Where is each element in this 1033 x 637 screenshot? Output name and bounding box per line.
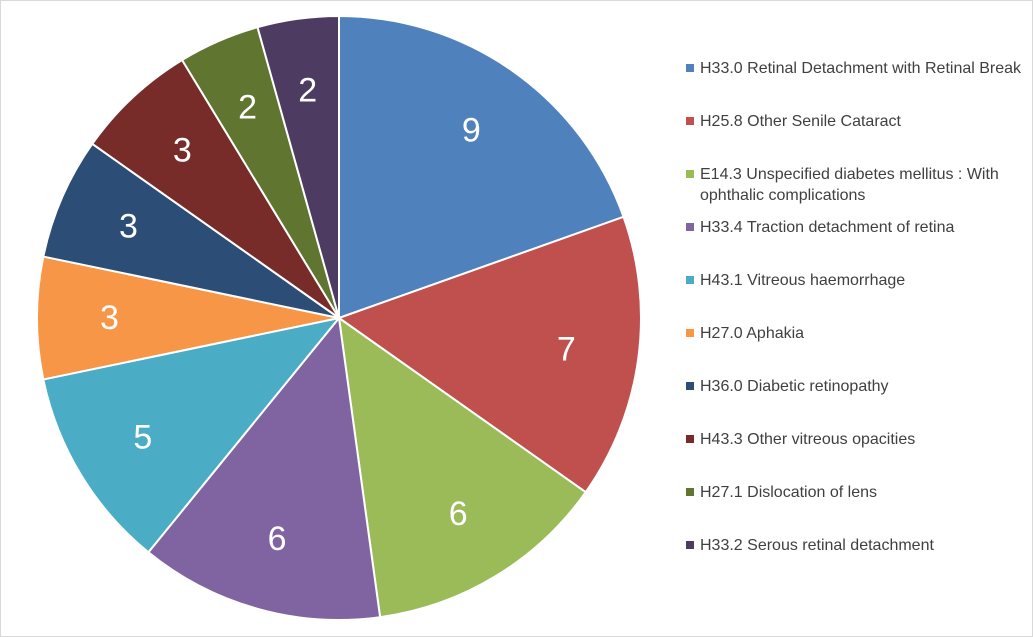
- legend-label: H27.1 Dislocation of lens: [700, 484, 877, 501]
- legend-label: H43.1 Vitreous haemorrhage: [700, 272, 906, 289]
- legend-swatch: [686, 64, 694, 72]
- slice-value-label: 9: [462, 111, 481, 149]
- legend-label: H33.0 Retinal Detachment with Retinal Br…: [700, 60, 1022, 77]
- legend-swatch: [686, 276, 694, 284]
- legend-item: E14.3 Unspecified diabetes mellitus : Wi…: [686, 164, 1026, 206]
- legend-swatch: [686, 541, 694, 549]
- pie-slice-10: [256, 14, 340, 319]
- pie-slice-3: [337, 315, 588, 619]
- legend-swatch: [686, 117, 694, 125]
- slice-value-label: 6: [449, 495, 468, 533]
- legend-item: H27.0 Aphakia: [686, 323, 1026, 344]
- legend-label: H33.4 Traction detachment of retina: [700, 219, 955, 236]
- pie-slice-6: [36, 255, 340, 381]
- legend-swatch: [686, 382, 694, 390]
- legend-item: H25.8 Other Senile Cataract: [686, 111, 1026, 132]
- legend-label: H43.3 Other vitreous opacities: [700, 431, 916, 448]
- legend-item: H33.0 Retinal Detachment with Retinal Br…: [686, 58, 1026, 79]
- legend-label: H36.0 Diabetic retinopathy: [700, 378, 889, 395]
- pie-slice-1: [338, 14, 625, 320]
- slice-value-label: 6: [268, 520, 287, 558]
- slice-value-label: 3: [173, 131, 192, 169]
- legend-swatch: [686, 488, 694, 496]
- legend-item: H33.4 Traction detachment of retina: [686, 217, 1026, 238]
- legend-label: H27.0 Aphakia: [700, 325, 805, 342]
- slice-value-label: 2: [298, 72, 317, 110]
- pie-slice-2: [336, 215, 642, 494]
- pie-slice-5: [42, 316, 342, 554]
- slice-value-label: 3: [119, 208, 138, 246]
- legend-swatch: [686, 329, 694, 337]
- pie-slice-4: [147, 315, 382, 622]
- legend-item: H27.1 Dislocation of lens: [686, 482, 1026, 503]
- legend-item: H43.1 Vitreous haemorrhage: [686, 270, 1026, 291]
- pie-slice-7: [42, 142, 340, 319]
- legend-swatch: [686, 170, 694, 178]
- legend-item: H43.3 Other vitreous opacities: [686, 429, 1026, 450]
- slice-value-label: 5: [133, 418, 152, 456]
- legend-label: H33.2 Serous retinal detachment: [700, 537, 934, 554]
- legend-item: H33.2 Serous retinal detachment: [686, 535, 1026, 556]
- legend-swatch: [686, 223, 694, 231]
- pie-chart: 9 7 6 6 5 3 3 3 2 2: [36, 14, 642, 622]
- slice-value-label: 2: [238, 88, 257, 126]
- slice-value-label: 3: [100, 299, 119, 337]
- legend-swatch: [686, 435, 694, 443]
- legend-label: H25.8 Other Senile Cataract: [700, 113, 901, 130]
- slice-value-label: 7: [557, 330, 576, 368]
- pie-slice-8: [90, 58, 340, 319]
- legend-label: E14.3 Unspecified diabetes mellitus : Wi…: [700, 166, 999, 204]
- legend-item: H36.0 Diabetic retinopathy: [686, 376, 1026, 397]
